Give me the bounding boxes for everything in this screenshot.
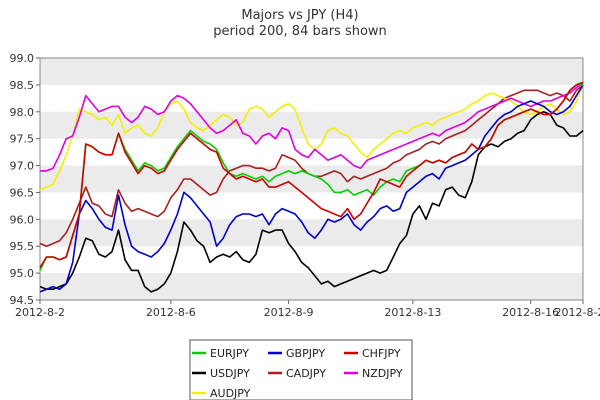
legend-item-chfjpy: CHFJPY (344, 347, 401, 360)
series-line-gbpjpy (39, 84, 584, 293)
chart-subtitle: period 200, 84 bars shown (213, 24, 387, 39)
x-tick-label: 2012-8-13 (384, 306, 441, 319)
grid-band (40, 111, 583, 139)
axes: 94.5 95.0 95.5 96.0 96.5 97.0 97.5 98.0 98.5 99.0… (10, 52, 600, 319)
y-tick-label: 95.5 (10, 240, 35, 253)
legend-item-cadjpy: CADJPY (268, 367, 326, 380)
legend-label: NZDJPY (362, 367, 403, 380)
series-line-nzdjpy (40, 81, 584, 172)
grid-band (40, 58, 583, 85)
y-tick-label: 99.0 (10, 52, 35, 65)
series-line-chfjpy (39, 81, 584, 269)
legend-label: AUDJPY (210, 387, 251, 400)
x-tick-label: 2012-8-6 (146, 306, 196, 319)
legend: EURJPY GBPJPY CHFJPY USDJPY CADJPY NZDJPY AUDJ… (189, 339, 413, 400)
legend-item-usdjpy: USDJPY (192, 367, 250, 380)
x-tick-label: 2012-8-9 (264, 306, 314, 319)
legend-label: CADJPY (286, 367, 326, 380)
legend-label: GBPJPY (286, 347, 325, 360)
legend-box (189, 339, 413, 400)
chart-title: Majors vs JPY (H4) (241, 8, 358, 23)
legend-label: USDJPY (210, 367, 250, 380)
legend-item-gbpjpy: GBPJPY (268, 347, 325, 360)
plot-frame (39, 57, 584, 301)
series-line-usdjpy (39, 111, 584, 293)
legend-label: EURJPY (210, 347, 249, 360)
x-tick-label: 2012-8-2 (15, 306, 65, 319)
series-line-audjpy (39, 84, 584, 191)
y-tick-label: 97.0 (10, 160, 35, 173)
y-tick-label: 95.0 (10, 267, 35, 280)
legend-item-audjpy: AUDJPY (192, 387, 251, 400)
grid-bands (40, 58, 583, 300)
legend-item-nzdjpy: NZDJPY (344, 367, 403, 380)
series-lines (39, 81, 584, 293)
y-tick-label: 98.0 (10, 106, 35, 119)
legend-label: CHFJPY (362, 347, 401, 360)
x-tick-label: 2012-8-16 (502, 306, 559, 319)
x-tick-label: 2012-8-20 (555, 306, 600, 319)
grid-band (40, 165, 583, 193)
y-tick-label: 94.5 (10, 294, 35, 307)
y-tick-label: 97.5 (10, 133, 35, 146)
y-tick-label: 98.5 (10, 79, 35, 92)
grid-band (40, 273, 583, 300)
y-tick-label: 96.0 (10, 213, 35, 226)
legend-item-eurjpy: EURJPY (192, 347, 249, 360)
y-tick-label: 96.5 (10, 186, 35, 199)
